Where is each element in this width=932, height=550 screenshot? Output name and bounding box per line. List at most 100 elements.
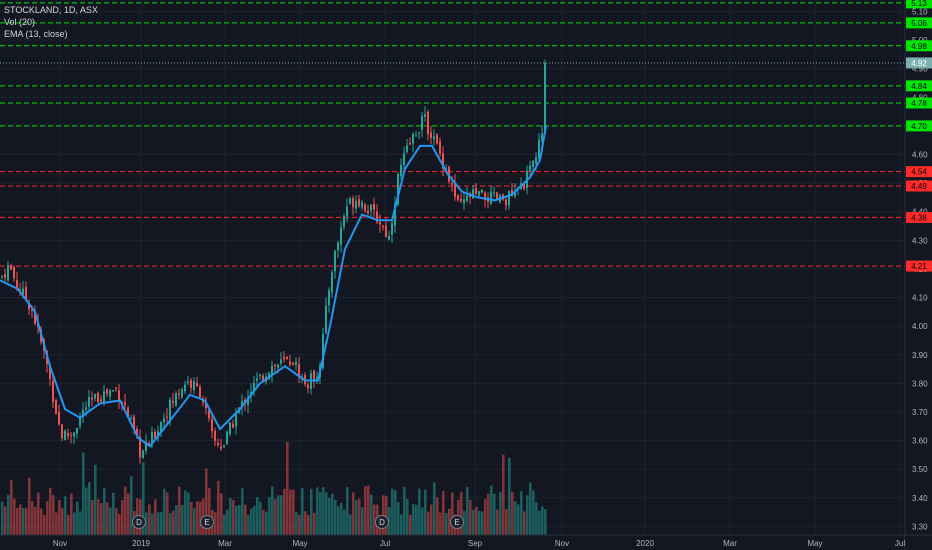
candle-body [286,356,288,360]
candle-body [463,199,465,204]
price-tag-label: 4.54 [911,168,927,177]
volume-bar [172,510,175,535]
volume-bar [73,512,76,535]
candle-body [127,407,129,417]
candle-body [493,192,495,194]
ema-indicator-label[interactable]: EMA (13, close) [4,29,68,39]
candle-body [106,389,108,395]
candle-body [208,409,210,419]
volume-bar [163,488,166,535]
volume-bar [295,512,298,535]
candle-body [457,195,459,200]
price-tags: 5.13 5.06 4.98 4.84 4.78 4.70 4.54 4.49 4.38 4.21… [906,0,932,272]
candle-body [271,365,273,376]
volume-bar [475,506,478,535]
volume-bar [364,486,367,535]
volume-bar [268,497,271,535]
candle-body [523,182,525,189]
price-tag-label: 4.92 [911,59,927,68]
volume-bar [328,497,331,535]
volume-bar [289,489,292,535]
candle-body [385,225,387,237]
volume-bar [487,493,490,535]
candle-body [289,361,291,365]
candle-body [220,446,222,449]
volume-bar [493,494,496,535]
price-tag-box [906,211,932,223]
time-axis[interactable]: Nov 2019 Mar May Jul Sep Nov 2020 Mar May Jul [53,539,905,548]
volume-bar [274,499,277,535]
volume-bar [109,507,112,535]
volume-bar [154,499,157,535]
volume-bar [352,492,355,535]
candle-body [193,381,195,391]
volume-bar [160,512,163,535]
volume-bar [520,491,523,535]
candle-body [31,309,33,311]
price-tag-box [906,80,932,92]
volume-bar [223,514,226,535]
candle-body [34,312,36,324]
candle-body [97,392,99,403]
candle-body [79,417,81,426]
volume-bar [46,501,49,535]
volume-bar [436,497,439,535]
volume-bar [367,485,370,535]
price-tick-label: 4.60 [912,150,928,159]
volume-bar [40,508,43,535]
volume-bar [115,508,118,535]
candle-body [397,174,399,205]
time-tick-label: Nov [555,539,569,548]
volume-bar [421,507,424,535]
candle-body [358,199,360,206]
candle-body [202,400,204,403]
candle-body [109,390,111,397]
volume-bar [532,490,535,535]
candle-body [100,399,102,402]
volume-bar [445,513,448,535]
candle-body [379,222,381,225]
candle-body [535,157,537,164]
candle-body [64,430,66,441]
symbol-title[interactable]: STOCKLAND, 1D, ASX [4,5,98,15]
candle-body [334,250,336,272]
volume-bar [58,500,61,535]
volume-indicator-label[interactable]: Vol (20) [4,17,36,27]
volume-bar [451,492,454,535]
candle-body [424,114,426,117]
price-tick-label: 3.40 [912,494,928,503]
candle-body [355,200,357,209]
candle-body [49,364,51,380]
volume-bar [478,510,481,535]
volume-bar [388,507,391,535]
candle-body [454,182,456,197]
candle-body [400,164,402,177]
candle-body [103,391,105,404]
volume-bar [28,477,31,535]
candle-body [52,381,54,402]
event-marker-icon [132,515,146,529]
volume-bar [463,510,466,535]
candle-body [478,191,480,196]
candle-body [403,153,405,166]
candle-body [181,388,183,398]
candle-body [325,305,327,333]
volume-bar [448,508,451,535]
volume-bar [316,487,319,535]
candle-body [247,397,249,406]
time-tick-label: Sep [468,539,483,548]
candle-body [340,227,342,245]
candle-body [436,134,438,144]
volume-bar [91,499,94,535]
candle-body [175,393,177,406]
candle-body [328,290,330,306]
volume-bar [400,514,403,535]
time-tick-label: Jul [380,539,390,548]
volume-bar [280,495,283,535]
candle-body [376,211,378,223]
price-tag-label: 4.78 [911,99,927,108]
candle-body [370,204,372,211]
